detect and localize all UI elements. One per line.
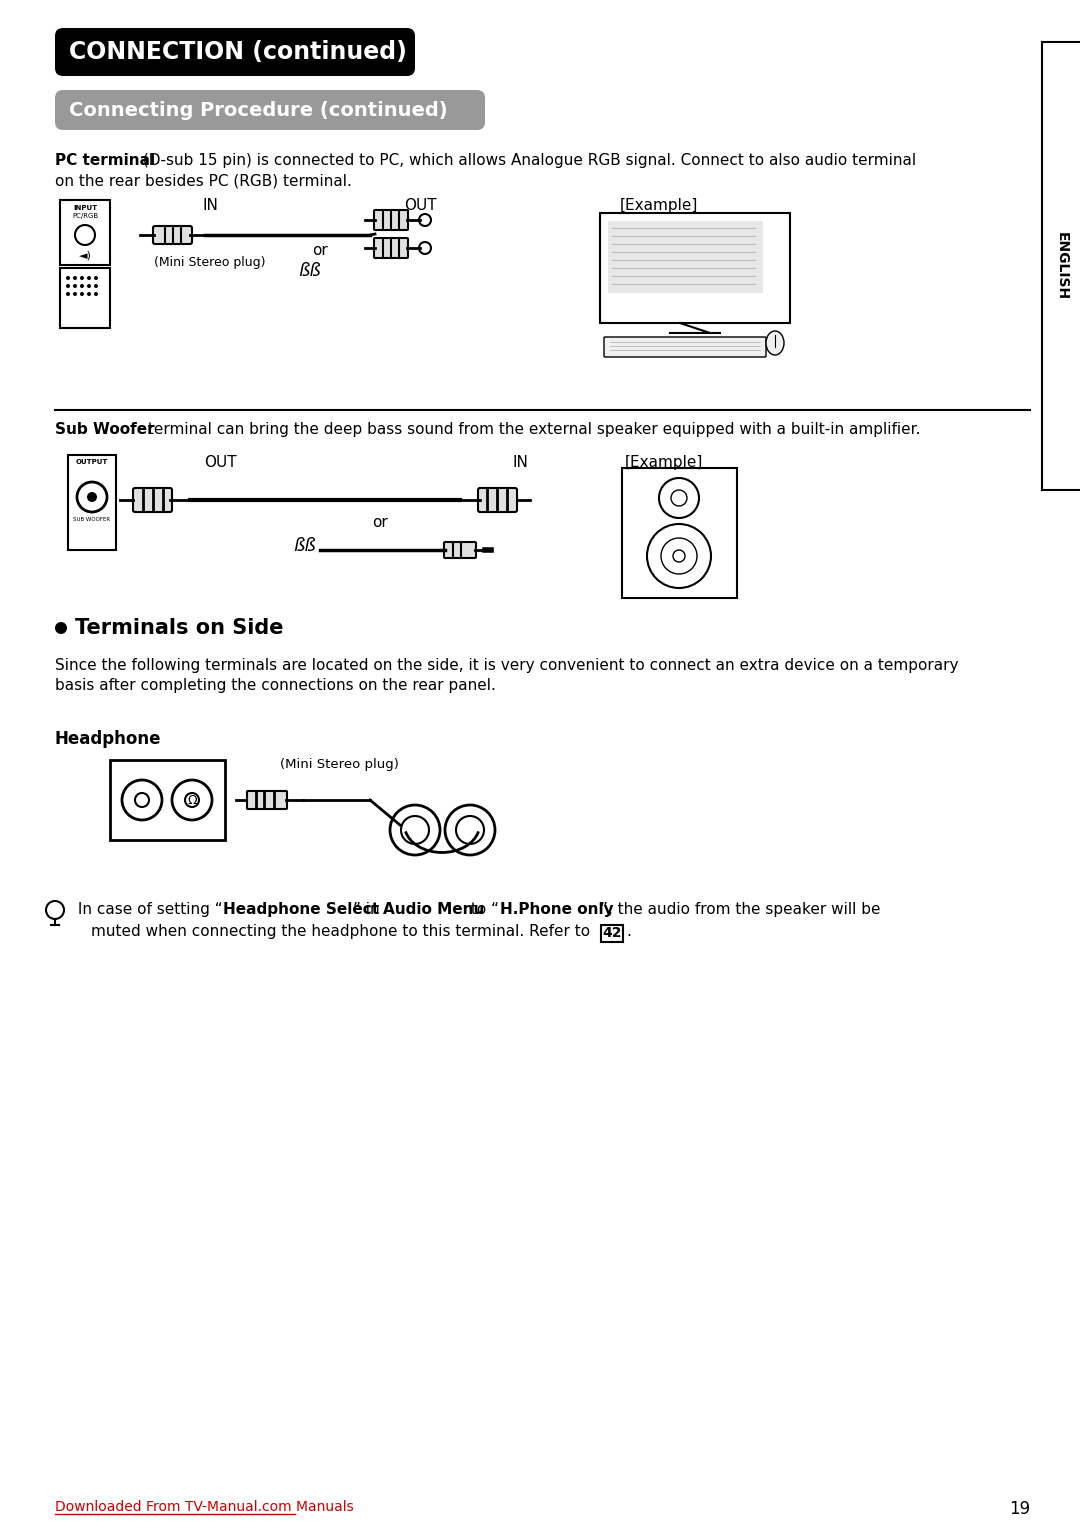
Text: Connecting Procedure (continued): Connecting Procedure (continued) bbox=[69, 101, 447, 119]
Text: Since the following terminals are located on the side, it is very convenient to : Since the following terminals are locate… bbox=[55, 659, 959, 672]
Text: ßß: ßß bbox=[299, 261, 322, 280]
Circle shape bbox=[73, 292, 77, 296]
Circle shape bbox=[80, 277, 84, 280]
Text: on the rear besides PC (RGB) terminal.: on the rear besides PC (RGB) terminal. bbox=[55, 173, 352, 188]
Bar bbox=[60, 200, 110, 264]
Text: OUT: OUT bbox=[404, 199, 436, 212]
Ellipse shape bbox=[766, 332, 784, 354]
Text: CONNECTION (continued): CONNECTION (continued) bbox=[69, 40, 407, 64]
Text: ” in: ” in bbox=[353, 902, 384, 917]
Circle shape bbox=[87, 284, 91, 287]
Bar bbox=[600, 212, 789, 322]
Text: ßß: ßß bbox=[294, 536, 316, 555]
Text: basis after completing the connections on the rear panel.: basis after completing the connections o… bbox=[55, 678, 496, 694]
Bar bbox=[622, 468, 737, 597]
FancyBboxPatch shape bbox=[604, 338, 766, 358]
Text: or: or bbox=[373, 515, 388, 530]
Text: .: . bbox=[626, 924, 631, 940]
Text: IN: IN bbox=[202, 199, 218, 212]
Circle shape bbox=[94, 284, 98, 287]
FancyBboxPatch shape bbox=[133, 487, 172, 512]
FancyBboxPatch shape bbox=[247, 792, 287, 808]
Text: or: or bbox=[312, 243, 328, 258]
Circle shape bbox=[73, 277, 77, 280]
Circle shape bbox=[80, 284, 84, 287]
Text: (Mini Stereo plug): (Mini Stereo plug) bbox=[154, 257, 266, 269]
Text: PC/RGB: PC/RGB bbox=[72, 212, 98, 219]
Text: Terminals on Side: Terminals on Side bbox=[75, 617, 283, 639]
FancyBboxPatch shape bbox=[374, 238, 408, 258]
Text: [Example]: [Example] bbox=[620, 199, 699, 212]
Text: 42: 42 bbox=[603, 926, 622, 940]
Bar bbox=[608, 222, 762, 293]
Text: ◄): ◄) bbox=[79, 251, 92, 260]
Bar bbox=[68, 455, 116, 550]
FancyBboxPatch shape bbox=[444, 542, 476, 558]
Circle shape bbox=[87, 292, 91, 296]
FancyBboxPatch shape bbox=[478, 487, 517, 512]
Text: Ω: Ω bbox=[187, 793, 197, 807]
Circle shape bbox=[94, 277, 98, 280]
Text: [Example]: [Example] bbox=[625, 455, 703, 471]
Text: Headphone Select: Headphone Select bbox=[222, 902, 379, 917]
FancyBboxPatch shape bbox=[153, 226, 192, 244]
Text: (Mini Stereo plug): (Mini Stereo plug) bbox=[280, 758, 399, 772]
Text: IN: IN bbox=[512, 455, 528, 471]
Text: OUT: OUT bbox=[204, 455, 237, 471]
FancyBboxPatch shape bbox=[600, 924, 623, 941]
Bar bbox=[110, 759, 225, 840]
Text: Downloaded From TV-Manual.com Manuals: Downloaded From TV-Manual.com Manuals bbox=[55, 1500, 354, 1514]
Text: to “: to “ bbox=[465, 902, 499, 917]
Circle shape bbox=[66, 277, 70, 280]
Text: Headphone: Headphone bbox=[55, 730, 162, 749]
Circle shape bbox=[87, 277, 91, 280]
Text: H.Phone only: H.Phone only bbox=[500, 902, 613, 917]
Text: Audio Menu: Audio Menu bbox=[383, 902, 484, 917]
Text: INPUT: INPUT bbox=[73, 205, 97, 211]
Text: ENGLISH: ENGLISH bbox=[1055, 232, 1069, 299]
Circle shape bbox=[80, 292, 84, 296]
Circle shape bbox=[55, 622, 67, 634]
FancyBboxPatch shape bbox=[374, 209, 408, 231]
Text: 19: 19 bbox=[1009, 1500, 1030, 1517]
Text: Sub Woofer: Sub Woofer bbox=[55, 422, 154, 437]
Circle shape bbox=[87, 492, 97, 503]
Circle shape bbox=[73, 284, 77, 287]
Text: PC terminal: PC terminal bbox=[55, 153, 156, 168]
FancyBboxPatch shape bbox=[55, 28, 415, 76]
Text: SUB WOOFER: SUB WOOFER bbox=[73, 516, 110, 523]
Circle shape bbox=[94, 292, 98, 296]
Circle shape bbox=[66, 284, 70, 287]
Text: ”, the audio from the speaker will be: ”, the audio from the speaker will be bbox=[600, 902, 880, 917]
Text: muted when connecting the headphone to this terminal. Refer to: muted when connecting the headphone to t… bbox=[91, 924, 590, 940]
Text: terminal can bring the deep bass sound from the external speaker equipped with a: terminal can bring the deep bass sound f… bbox=[143, 422, 920, 437]
Bar bbox=[60, 267, 110, 329]
Text: In case of setting “: In case of setting “ bbox=[73, 902, 222, 917]
Circle shape bbox=[66, 292, 70, 296]
Text: (D-sub 15 pin) is connected to PC, which allows Analogue RGB signal. Connect to : (D-sub 15 pin) is connected to PC, which… bbox=[138, 153, 916, 168]
FancyBboxPatch shape bbox=[55, 90, 485, 130]
Text: OUTPUT: OUTPUT bbox=[76, 458, 108, 465]
